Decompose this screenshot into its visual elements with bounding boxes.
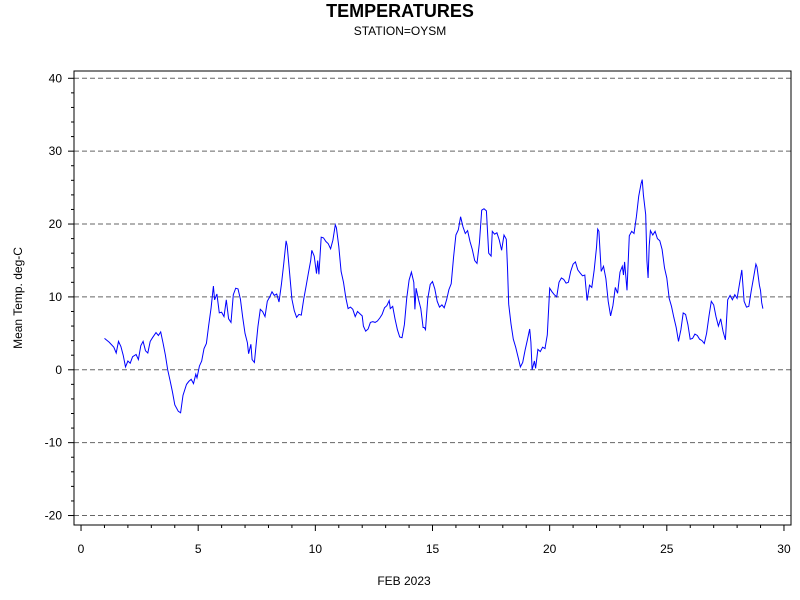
x-tick-label: 5 bbox=[195, 542, 202, 556]
y-tick-label: 20 bbox=[49, 217, 63, 231]
plot-area-frame bbox=[73, 70, 792, 526]
x-tick-label: 10 bbox=[309, 542, 323, 556]
y-tick-label: 30 bbox=[49, 144, 63, 158]
y-tick-label: 40 bbox=[49, 71, 63, 85]
mean-temperature-line bbox=[104, 179, 764, 414]
y-tick-label: 10 bbox=[49, 290, 63, 304]
x-tick-label: 30 bbox=[777, 542, 791, 556]
x-axis-label: FEB 2023 bbox=[377, 574, 431, 588]
y-axis-label: Mean Temp. deg-C bbox=[11, 247, 25, 349]
chart-title: TEMPERATURES bbox=[326, 1, 474, 21]
y-tick-label: -20 bbox=[45, 509, 63, 523]
y-tick-label: -10 bbox=[45, 436, 63, 450]
x-tick-label: 25 bbox=[660, 542, 674, 556]
chart-subtitle: STATION=OYSM bbox=[354, 24, 447, 38]
y-gridlines bbox=[74, 77, 791, 517]
x-axis: 0 5 10 15 20 25 30 bbox=[78, 525, 791, 556]
x-tick-label: 20 bbox=[543, 542, 557, 556]
y-axis: -20 -10 0 10 20 30 40 bbox=[45, 71, 74, 523]
x-tick-label: 0 bbox=[78, 542, 85, 556]
x-tick-label: 15 bbox=[426, 542, 440, 556]
y-tick-label: 0 bbox=[55, 363, 62, 377]
